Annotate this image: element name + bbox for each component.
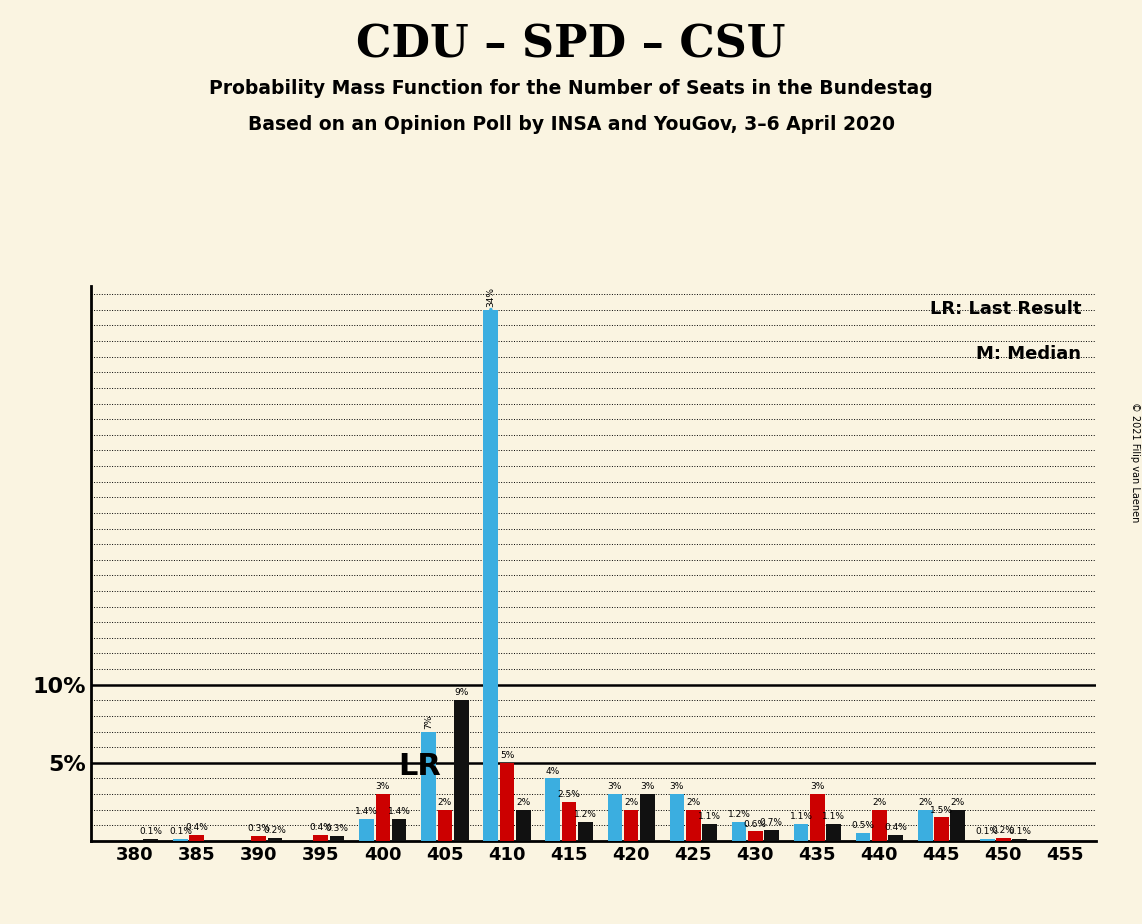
Bar (888, 834, 902, 841)
Bar (685, 809, 700, 841)
Text: 2%: 2% (872, 797, 886, 807)
Text: 2%: 2% (624, 797, 638, 807)
Text: 0.4%: 0.4% (309, 822, 332, 832)
Text: 1.1%: 1.1% (822, 812, 845, 821)
Bar (330, 836, 345, 841)
Text: 1.4%: 1.4% (387, 808, 410, 816)
Text: 0.3%: 0.3% (325, 824, 348, 833)
Bar (624, 809, 638, 841)
Bar (516, 809, 531, 841)
Text: 2.5%: 2.5% (557, 790, 580, 799)
Bar (546, 778, 561, 841)
Bar (640, 794, 654, 841)
Bar (669, 794, 684, 841)
Bar (732, 822, 747, 841)
Text: 4%: 4% (546, 767, 560, 775)
Bar (980, 839, 995, 841)
Bar (996, 838, 1011, 841)
Bar (794, 823, 809, 841)
Bar (748, 832, 763, 841)
Text: 3%: 3% (669, 783, 684, 791)
Text: 0.2%: 0.2% (992, 826, 1015, 835)
Bar (562, 802, 577, 841)
Text: 2%: 2% (437, 797, 452, 807)
Text: 0.2%: 0.2% (264, 826, 287, 835)
Text: 0.1%: 0.1% (169, 828, 192, 836)
Text: 3%: 3% (640, 783, 654, 791)
Bar (499, 762, 514, 841)
Bar (702, 823, 717, 841)
Bar (483, 310, 498, 841)
Text: 1.1%: 1.1% (789, 812, 813, 821)
Bar (174, 839, 188, 841)
Text: 3%: 3% (810, 783, 825, 791)
Bar (267, 838, 282, 841)
Bar (190, 834, 204, 841)
Text: 0.4%: 0.4% (884, 822, 907, 832)
Bar (392, 819, 407, 841)
Bar (376, 794, 391, 841)
Text: CDU – SPD – CSU: CDU – SPD – CSU (356, 23, 786, 67)
Bar (855, 833, 870, 841)
Text: 0.3%: 0.3% (248, 824, 271, 833)
Text: 1.4%: 1.4% (355, 808, 378, 816)
Bar (453, 700, 468, 841)
Bar (810, 794, 825, 841)
Text: 0.1%: 0.1% (1008, 828, 1031, 836)
Text: 7%: 7% (425, 714, 433, 729)
Text: 2%: 2% (918, 797, 932, 807)
Bar (437, 809, 452, 841)
Bar (934, 818, 949, 841)
Text: 3%: 3% (608, 783, 622, 791)
Text: 0.7%: 0.7% (759, 818, 782, 827)
Text: 2%: 2% (950, 797, 965, 807)
Text: LR: Last Result: LR: Last Result (930, 300, 1081, 318)
Bar (251, 836, 266, 841)
Bar (918, 809, 933, 841)
Bar (578, 822, 593, 841)
Text: 0.4%: 0.4% (185, 822, 208, 832)
Text: 1.5%: 1.5% (930, 806, 952, 815)
Text: 2%: 2% (516, 797, 530, 807)
Text: 9%: 9% (453, 688, 468, 698)
Bar (950, 809, 965, 841)
Bar (871, 809, 886, 841)
Text: 1.2%: 1.2% (573, 810, 596, 820)
Text: 2%: 2% (686, 797, 700, 807)
Bar (421, 732, 436, 841)
Bar (360, 819, 375, 841)
Text: LR: LR (399, 752, 442, 782)
Bar (144, 839, 159, 841)
Bar (608, 794, 622, 841)
Bar (1012, 839, 1027, 841)
Text: 1.1%: 1.1% (698, 812, 721, 821)
Bar (764, 830, 779, 841)
Text: 0.6%: 0.6% (743, 820, 766, 829)
Text: 5%: 5% (500, 751, 514, 760)
Text: 0.1%: 0.1% (975, 828, 998, 836)
Text: 3%: 3% (376, 783, 391, 791)
Bar (313, 834, 328, 841)
Text: 34%: 34% (486, 287, 496, 307)
Text: © 2021 Filip van Laenen: © 2021 Filip van Laenen (1129, 402, 1140, 522)
Bar (826, 823, 841, 841)
Text: 0.1%: 0.1% (139, 828, 162, 836)
Text: 0.5%: 0.5% (852, 821, 875, 831)
Text: Based on an Opinion Poll by INSA and YouGov, 3–6 April 2020: Based on an Opinion Poll by INSA and You… (248, 116, 894, 135)
Text: M: Median: M: Median (976, 345, 1081, 362)
Text: Probability Mass Function for the Number of Seats in the Bundestag: Probability Mass Function for the Number… (209, 79, 933, 98)
Text: 1.2%: 1.2% (727, 810, 750, 820)
